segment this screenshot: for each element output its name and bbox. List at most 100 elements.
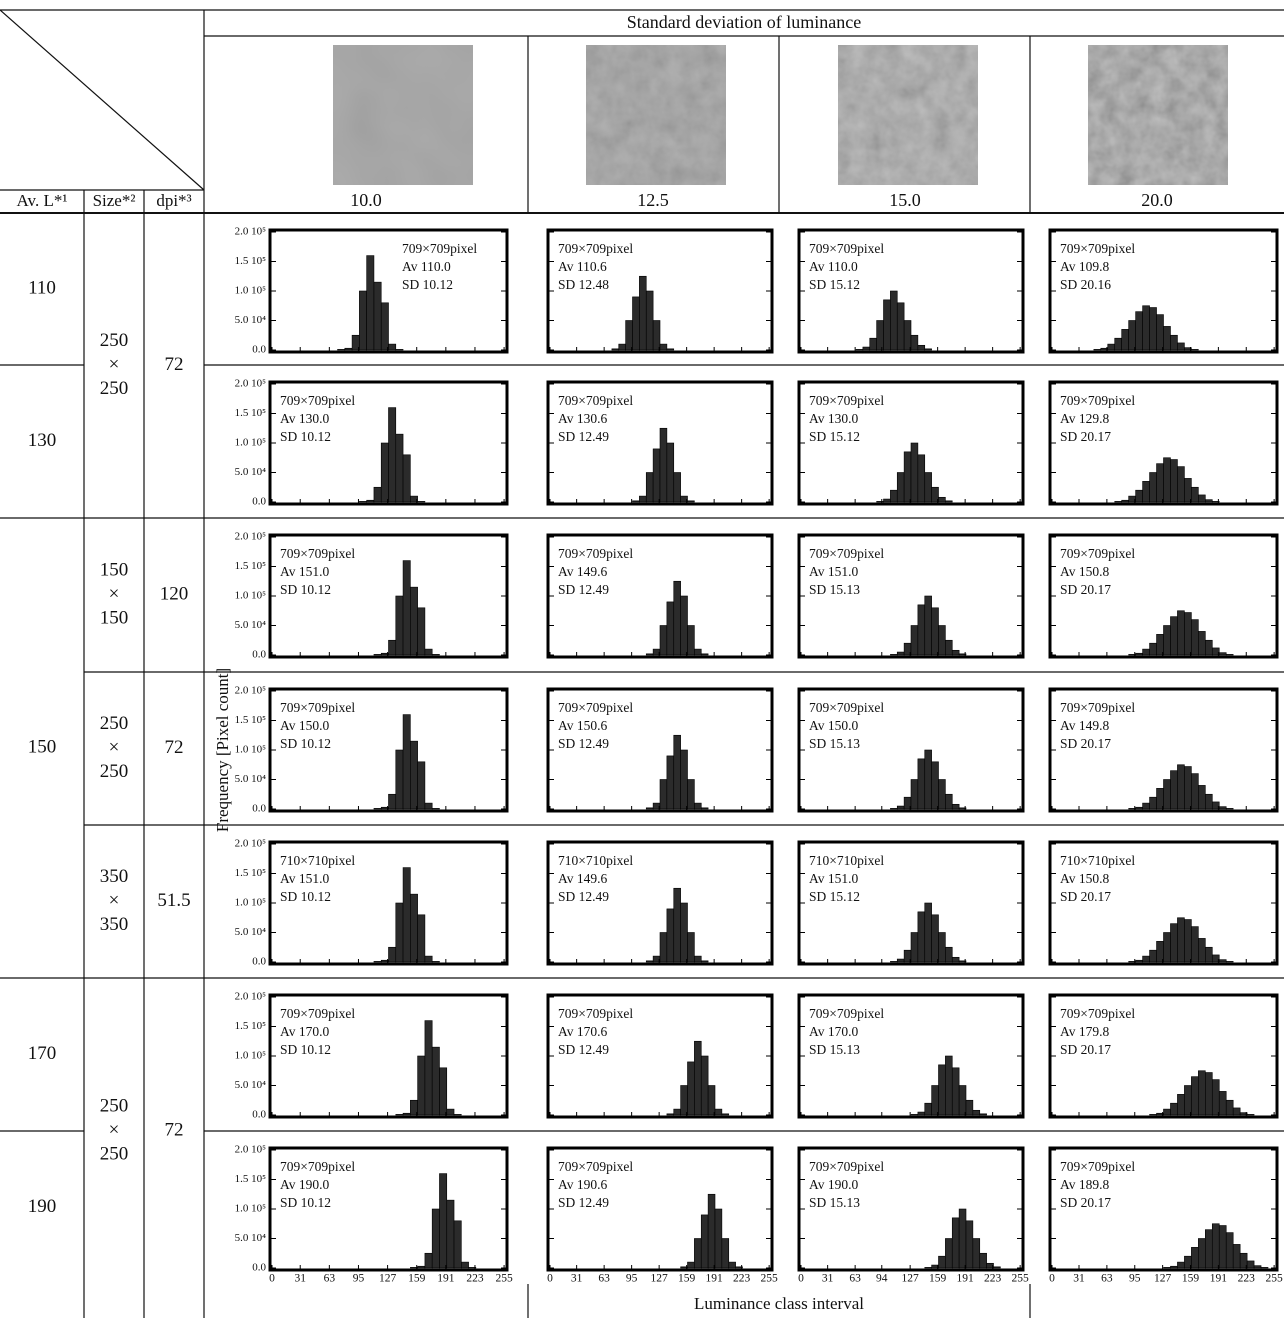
dpi-value: 51.5	[157, 890, 190, 911]
histogram-bar	[973, 1239, 980, 1269]
x-tick-label: 223	[984, 1273, 1002, 1285]
histogram-bar	[1136, 960, 1143, 962]
corner-label: Size*²	[93, 191, 136, 210]
histogram-bar	[681, 903, 688, 962]
histogram-bar	[688, 626, 695, 656]
panel-stat: 709×709pixel	[402, 241, 477, 256]
histogram-bar	[374, 961, 381, 962]
y-tick-label: 2.0 10⁵	[235, 531, 267, 543]
panel-stat: 709×709pixel	[558, 546, 633, 561]
y-tick-label: 0.0	[252, 496, 266, 508]
histogram-bar	[410, 587, 417, 655]
histogram-bar	[418, 501, 425, 502]
histogram-bar	[918, 759, 925, 809]
histogram-bar	[1205, 1073, 1212, 1115]
histogram-bar	[959, 1086, 966, 1116]
histogram-bar	[410, 741, 417, 809]
panel-stat: Av 150.6	[558, 718, 607, 733]
panel-stat: 709×709pixel	[558, 393, 633, 408]
panel-stat: SD 15.13	[809, 736, 860, 751]
av-l-value: 110	[28, 277, 56, 298]
histogram-bar	[359, 501, 366, 502]
histogram-bar	[952, 957, 959, 962]
histogram-bar	[1150, 473, 1157, 503]
image-texture	[838, 45, 978, 185]
histogram-bar	[1226, 1233, 1233, 1268]
x-tick-label: 31	[1073, 1273, 1085, 1285]
histogram-bar	[966, 1221, 973, 1268]
histogram-bar	[1205, 500, 1212, 502]
histogram-bar	[1184, 478, 1191, 502]
histogram-bar	[1150, 797, 1157, 809]
histogram-bar	[939, 626, 946, 656]
panel-stat: 709×709pixel	[558, 1006, 633, 1021]
histogram-bar	[381, 303, 388, 350]
y-tick-label: 1.5 10⁵	[235, 714, 267, 726]
y-tick-label: 1.5 10⁵	[235, 1173, 267, 1185]
corner-label: dpi*³	[156, 191, 191, 210]
histogram-bar	[1150, 308, 1157, 350]
panel-stat: Av 151.0	[280, 871, 329, 886]
size-value: ×	[109, 890, 120, 911]
av-l-value: 130	[28, 430, 57, 451]
histogram-bar	[1233, 1108, 1240, 1115]
y-axis-label: Frequency [Pixel count]	[213, 668, 232, 832]
x-tick-label: 95	[1129, 1273, 1141, 1285]
x-tick-label: 63	[324, 1273, 336, 1285]
histogram-bar	[1164, 1109, 1171, 1115]
histogram-bar	[1157, 941, 1164, 962]
corner-label: Av. L*¹	[17, 191, 68, 210]
histogram-bar	[396, 596, 403, 655]
y-tick-label: 5.0 10⁴	[235, 619, 267, 631]
panel-stat: SD 10.12	[280, 582, 331, 597]
panel-stat: SD 10.12	[280, 736, 331, 751]
histogram-bar	[439, 1174, 446, 1268]
histogram-bar	[1226, 808, 1233, 809]
histogram-bar	[911, 780, 918, 810]
panel-stat: Av 110.0	[809, 259, 858, 274]
histogram-bar	[1094, 349, 1101, 350]
histogram-bar	[1254, 1266, 1261, 1268]
histogram-bar	[897, 473, 904, 503]
histogram-bar	[646, 291, 653, 350]
x-tick-label: 63	[598, 1273, 610, 1285]
panel-stat: SD 20.16	[1060, 277, 1111, 292]
histogram-bar	[1157, 464, 1164, 502]
histogram-bar	[945, 1056, 952, 1115]
x-tick-label: 159	[678, 1273, 696, 1285]
panel-stat: SD 20.17	[1060, 889, 1111, 904]
size-value: 150	[100, 559, 129, 580]
panel-stat: 709×709pixel	[280, 393, 355, 408]
histogram-bar	[701, 808, 708, 809]
histogram-bar	[432, 961, 439, 962]
histogram-bar	[1170, 335, 1177, 350]
histogram-bar	[1177, 918, 1184, 962]
panel-stat: Av 151.0	[280, 564, 329, 579]
x-tick-label: 127	[902, 1273, 920, 1285]
image-texture	[1088, 45, 1228, 185]
histogram-bar	[897, 303, 904, 350]
sd-value: 10.0	[350, 190, 382, 210]
y-tick-label: 2.0 10⁵	[235, 685, 267, 697]
panel-stat: SD 10.12	[402, 277, 453, 292]
size-value: 250	[100, 1095, 129, 1116]
panel-stat: Av 149.6	[558, 564, 607, 579]
histogram-bar	[403, 1113, 410, 1115]
x-tick-label: 63	[849, 1273, 861, 1285]
size-value: 250	[100, 713, 129, 734]
body: {"header": {"corner": ["Av. L*¹", "Size*…	[0, 0, 1284, 1318]
histogram-bar	[952, 650, 959, 655]
panel-stat: Av 179.8	[1060, 1024, 1109, 1039]
y-tick-label: 1.5 10⁵	[235, 407, 267, 419]
histogram-bar	[925, 596, 932, 655]
histogram-bar	[396, 903, 403, 962]
y-tick-label: 0.0	[252, 956, 266, 968]
panel-stat: SD 10.12	[280, 889, 331, 904]
histogram-bar	[708, 1194, 715, 1268]
histogram-bar	[646, 654, 653, 655]
size-value: 250	[100, 378, 129, 399]
histogram-bar	[612, 349, 619, 350]
panel-stat: SD 15.13	[809, 1042, 860, 1057]
panel-stat: 710×710pixel	[558, 853, 633, 868]
histogram-bar	[1212, 1224, 1219, 1268]
